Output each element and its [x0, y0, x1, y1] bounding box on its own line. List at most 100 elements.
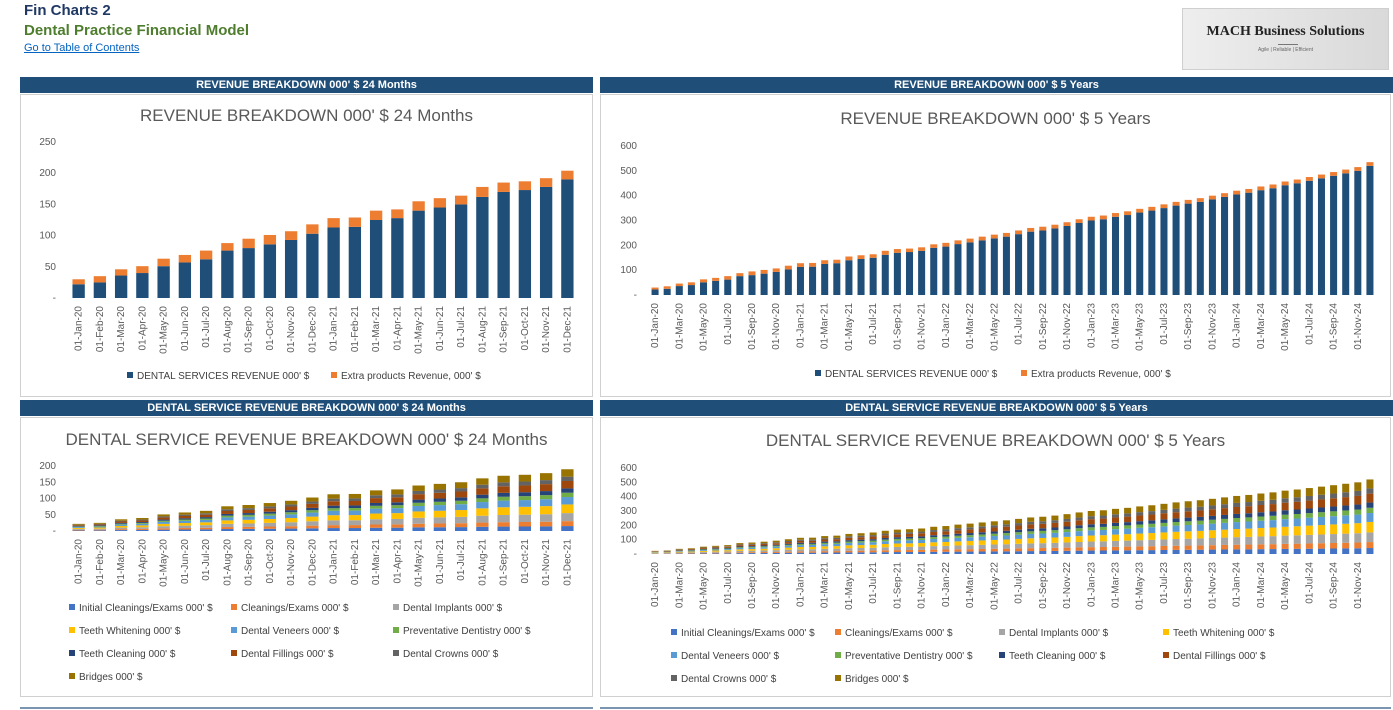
- bar-segment: [1160, 519, 1168, 523]
- x-tick-label: 01-May-21: [844, 303, 855, 351]
- bar-segment: [1354, 504, 1362, 510]
- bar-segment: [1087, 527, 1095, 531]
- legend-swatch: [671, 652, 677, 658]
- legend-label: Preventative Dentistry 000' $: [403, 626, 531, 637]
- bar-segment: [348, 515, 362, 521]
- bar-segment: [1051, 530, 1059, 533]
- x-tick-label: 01-Apr-20: [137, 306, 148, 351]
- bar-segment: [412, 505, 425, 512]
- chart-revenue-24m[interactable]: REVENUE BREAKDOWN 000' $ 24 Months - 50 100…: [20, 94, 593, 397]
- bar-segment: [284, 500, 298, 505]
- bar-segment: [1257, 516, 1265, 521]
- bar-segment: [369, 490, 383, 496]
- bar-segment: [893, 529, 901, 533]
- logo-name: MACH Business Solutions: [1206, 24, 1365, 39]
- bar-segment: [1051, 537, 1059, 543]
- bar-segment: [454, 523, 468, 528]
- bar-segment: [221, 527, 234, 530]
- page-title: Fin Charts 2: [24, 2, 111, 19]
- bar-segment: [454, 491, 468, 498]
- bar-segment: [327, 515, 340, 521]
- x-tick-label: 01-Jan-23: [1086, 562, 1097, 607]
- bar-segment: [263, 515, 277, 519]
- legend-swatch: [835, 675, 841, 681]
- chart-title: REVENUE BREAKDOWN 000' $ 5 Years: [840, 109, 1150, 128]
- y-tick-label: -: [53, 293, 56, 304]
- chart-dental-24m[interactable]: DENTAL SERVICE REVENUE BREAKDOWN 000' $ …: [20, 417, 593, 697]
- bar-segment: [199, 517, 213, 519]
- bar-segment: [1233, 522, 1241, 530]
- bar-segment: [712, 280, 720, 295]
- bar-segment: [93, 527, 107, 529]
- bar-segment: [433, 483, 447, 490]
- bar-segment: [845, 548, 853, 551]
- bar-segment: [157, 266, 170, 298]
- bar-segment: [1136, 208, 1144, 213]
- bar-segment: [687, 548, 695, 549]
- bar-segment: [1063, 542, 1071, 548]
- bar-segment: [700, 548, 708, 549]
- chart-revenue-5y[interactable]: REVENUE BREAKDOWN 000' $ 5 Years - 100 200 3…: [600, 94, 1391, 397]
- bar-segment: [760, 552, 768, 554]
- x-tick-label: 01-Apr-20: [137, 539, 148, 584]
- y-tick-label: 100: [39, 494, 56, 505]
- x-tick-label: 01-Mar-20: [674, 303, 685, 350]
- bar-segment: [760, 546, 768, 548]
- bottom-divider-left: [20, 707, 593, 709]
- bar-segment: [772, 268, 780, 272]
- bar-segment: [561, 170, 574, 180]
- bar-segment: [136, 522, 149, 523]
- bar-segment: [1330, 534, 1338, 543]
- bar-segment: [966, 545, 974, 550]
- bar-segment: [881, 550, 889, 553]
- bar-segment: [978, 544, 986, 549]
- chart-dental-5y[interactable]: DENTAL SERVICE REVENUE BREAKDOWN 000' $ …: [600, 417, 1391, 697]
- bar-segment: [93, 524, 107, 526]
- y-tick-label: 50: [45, 262, 57, 273]
- y-tick-label: 600: [620, 463, 637, 474]
- bar-segment: [990, 521, 998, 526]
- bar-segment: [1124, 546, 1132, 551]
- bar-segment: [712, 550, 720, 552]
- bar-segment: [391, 513, 404, 519]
- bar-segment: [748, 543, 756, 545]
- bar-segment: [1293, 497, 1301, 502]
- x-tick-label: 01-Jul-24: [1304, 562, 1315, 604]
- bar-segment: [1184, 521, 1192, 525]
- bar-segment: [809, 266, 817, 295]
- x-tick-label: 01-Sep-22: [1038, 562, 1049, 609]
- table-of-contents-link[interactable]: Go to Table of Contents: [24, 42, 140, 54]
- bar-segment: [1136, 527, 1144, 534]
- bar-segment: [942, 242, 950, 247]
- bar-segment: [1087, 530, 1095, 536]
- bar-segment: [1124, 540, 1132, 547]
- legend-swatch: [69, 650, 75, 656]
- bar-segment: [760, 547, 768, 549]
- bar-segment: [1281, 181, 1289, 186]
- x-tick-label: 01-Jan-20: [650, 303, 661, 348]
- bar-segment: [893, 550, 901, 553]
- bar-segment: [1063, 536, 1071, 543]
- x-tick-label: 01-Oct-20: [265, 539, 276, 584]
- bar-segment: [990, 531, 998, 534]
- bar-segment: [369, 210, 383, 220]
- bar-segment: [1354, 514, 1362, 524]
- bar-segment: [784, 545, 792, 548]
- chart-dental-24m-svg: DENTAL SERVICE REVENUE BREAKDOWN 000' $ …: [39, 430, 574, 683]
- bar-segment: [942, 534, 950, 537]
- bar-segment: [796, 547, 804, 550]
- bar-segment: [1063, 514, 1071, 519]
- bar-segment: [1317, 543, 1325, 549]
- y-tick-label: 200: [39, 461, 56, 472]
- legend-label: Extra products Revenue, 000' $: [1031, 369, 1171, 380]
- bar-segment: [433, 498, 447, 502]
- bar-segment: [833, 543, 841, 547]
- bar-segment: [114, 521, 128, 523]
- bar-segment: [178, 523, 192, 526]
- bar-segment: [772, 540, 780, 543]
- bar-segment: [476, 478, 489, 485]
- bar-segment: [736, 548, 744, 550]
- bar-segment: [1208, 537, 1216, 546]
- bar-segment: [1172, 522, 1180, 526]
- bar-segment: [1233, 537, 1241, 545]
